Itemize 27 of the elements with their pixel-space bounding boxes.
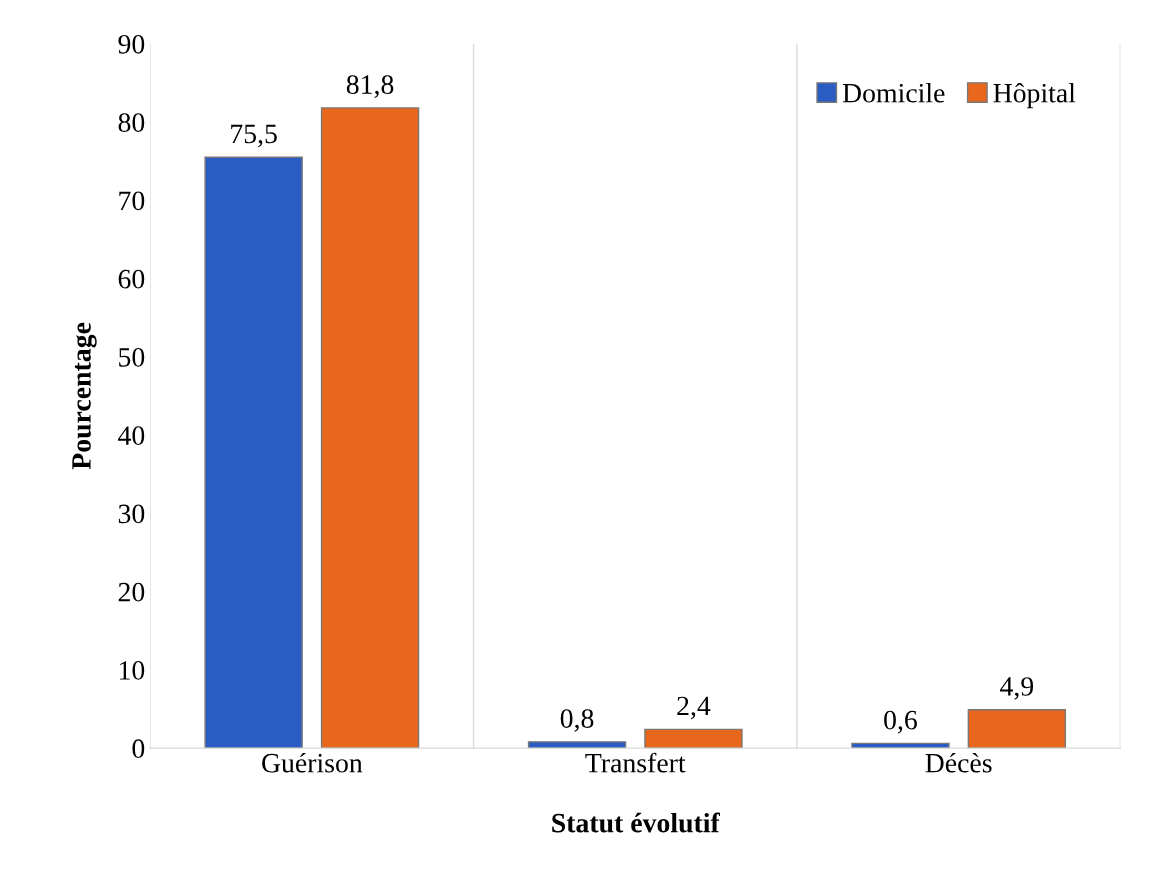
y-tick-label: 0	[132, 739, 145, 759]
x-tick-label: Guérison	[262, 752, 363, 773]
y-tick-label: 40	[118, 426, 145, 445]
x-tick-label: Transfert	[585, 752, 686, 773]
y-tick-label: 60	[118, 269, 145, 289]
bar	[320, 107, 420, 749]
data-label: 4,9	[1000, 677, 1034, 700]
x-axis-title: Statut évolutif	[552, 812, 721, 833]
y-tick-label: 70	[119, 191, 145, 211]
bar	[967, 709, 1067, 749]
y-tick-label: 30	[118, 504, 145, 524]
y-axis-title: Pourcentage	[72, 322, 97, 470]
data-label: 0,8	[560, 709, 594, 732]
data-label: 2,4	[677, 696, 711, 720]
data-label: 75,5	[231, 124, 277, 148]
bar	[204, 156, 303, 749]
data-label: 81,8	[346, 75, 394, 98]
y-tick-label: 20	[118, 582, 145, 602]
legend-label: Domicile	[842, 83, 945, 103]
y-tick-label: 90	[118, 34, 145, 54]
legend-label: Hôpital	[993, 82, 1076, 109]
data-label: 0,6	[884, 710, 917, 734]
y-tick-label: 50	[119, 347, 145, 367]
bar	[644, 728, 743, 749]
x-tick-label: Décès	[925, 752, 992, 773]
y-tick-label: 10	[119, 661, 145, 680]
y-tick-label: 80	[118, 113, 145, 132]
